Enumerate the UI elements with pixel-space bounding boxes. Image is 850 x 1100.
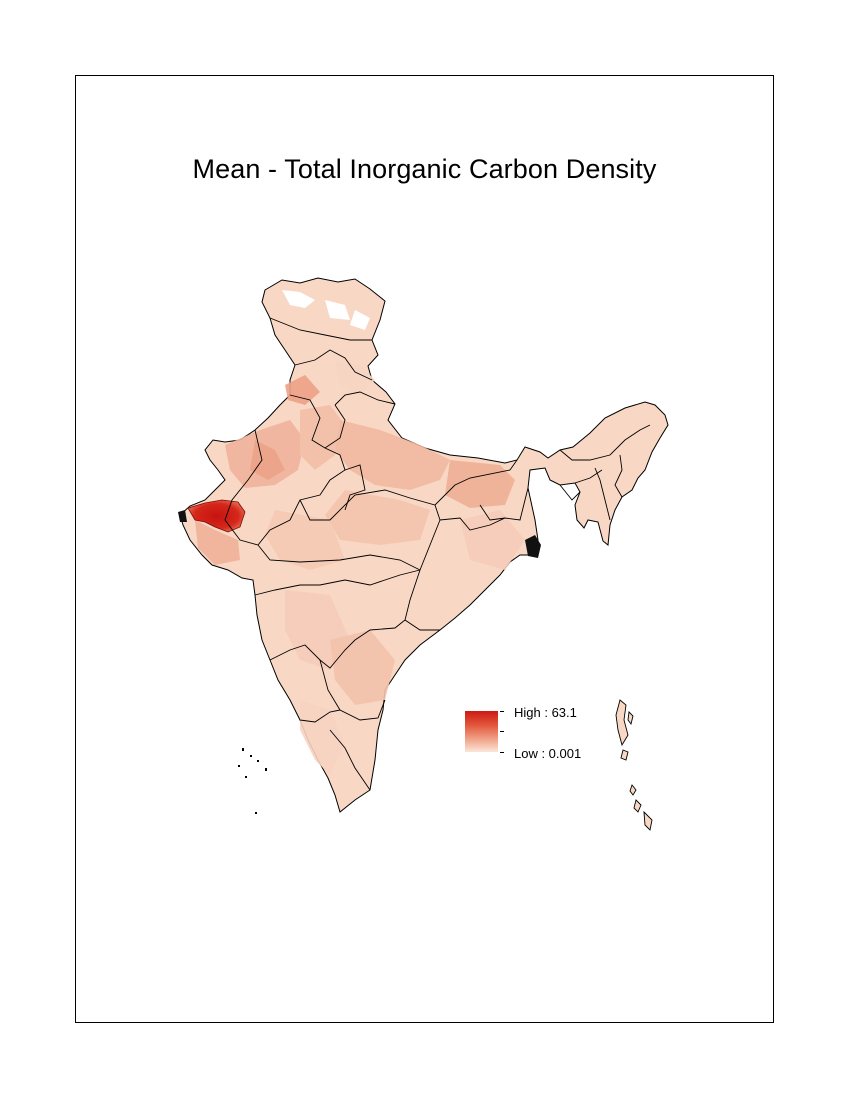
- legend-tick-low: [500, 752, 504, 753]
- kutch-hotspot: [187, 499, 246, 533]
- india-mainland: [179, 277, 669, 813]
- legend-tick-mid: [500, 731, 504, 732]
- delta-dark-area: [525, 535, 541, 558]
- legend-color-ramp: [465, 711, 498, 752]
- legend-high-label: High : 63.1: [514, 705, 577, 720]
- lakshadweep-islands: [238, 748, 267, 814]
- legend-tick-high: [500, 711, 504, 712]
- legend-low-label: Low : 0.001: [514, 746, 582, 761]
- state-boundaries: [224, 317, 651, 791]
- map-title: Mean - Total Inorganic Carbon Density: [192, 154, 657, 184]
- map-frame: [75, 75, 774, 1023]
- andaman-nicobar-islands: [615, 699, 653, 831]
- no-data-patches: [282, 290, 370, 330]
- hotspot-dark-edge: [178, 510, 187, 522]
